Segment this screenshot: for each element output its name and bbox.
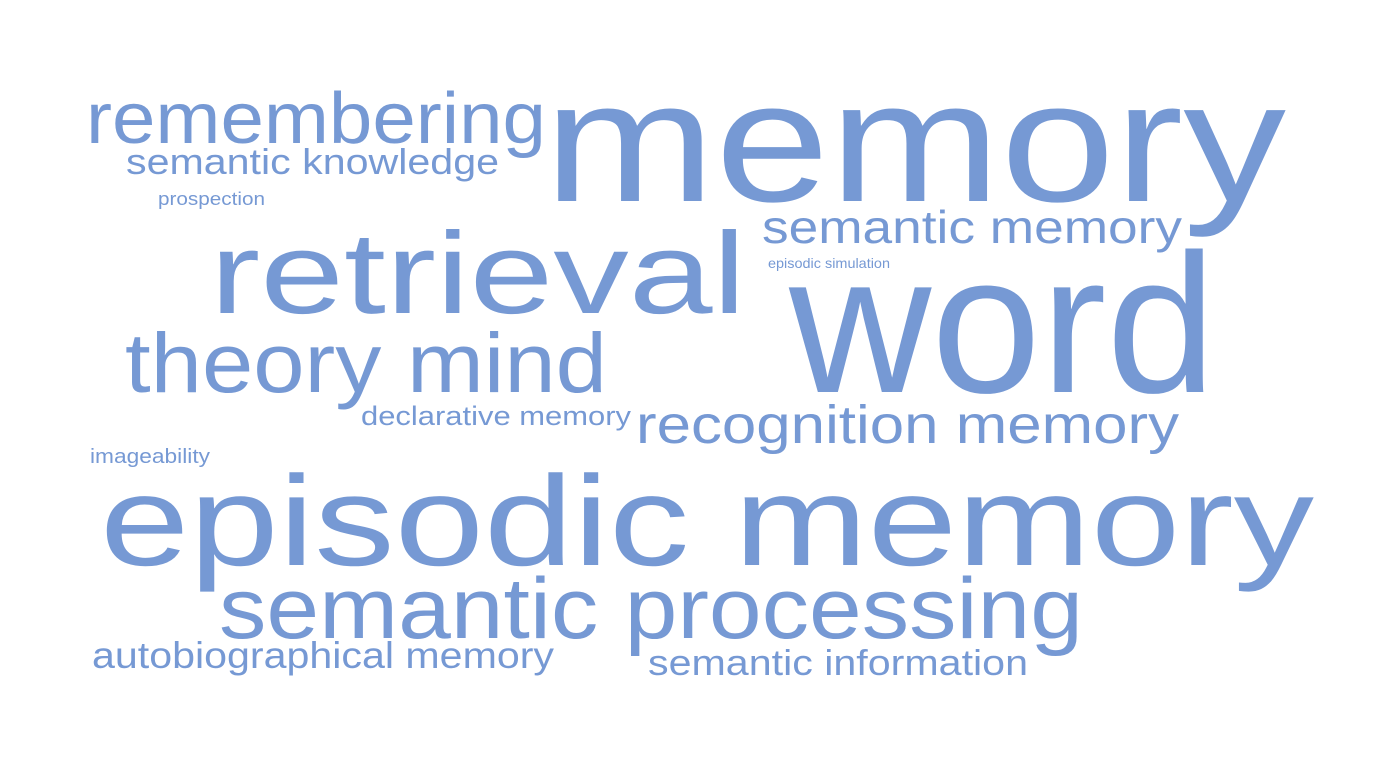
cloud-word-episodic-simulation: episodic simulation [768,255,890,271]
cloud-word-imageability: imageability [90,446,210,468]
cloud-word-semantic-information: semantic information [648,642,1028,683]
cloud-word-episodic-memory: episodic memory [100,450,1314,593]
cloud-word-recognition-memory: recognition memory [636,395,1179,455]
cloud-word-remembering: remembering [86,79,546,159]
cloud-word-declarative-memory: declarative memory [361,401,632,431]
cloud-word-prospection: prospection [158,189,265,209]
cloud-word-autobiographical-memory: autobiographical memory [92,635,555,676]
cloud-word-word: word [788,213,1216,434]
cloud-word-retrieval: retrieval [210,208,746,338]
cloud-word-theory-mind: theory mind [125,316,607,410]
cloud-word-semantic-processing: semantic processing [219,561,1083,657]
cloud-word-semantic-knowledge: semantic knowledge [126,141,499,182]
cloud-word-memory: memory [544,46,1286,238]
cloud-word-semantic-memory: semantic memory [762,201,1182,253]
